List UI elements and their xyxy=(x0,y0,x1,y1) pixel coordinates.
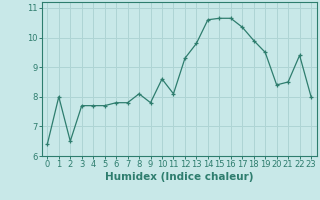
X-axis label: Humidex (Indice chaleur): Humidex (Indice chaleur) xyxy=(105,172,253,182)
